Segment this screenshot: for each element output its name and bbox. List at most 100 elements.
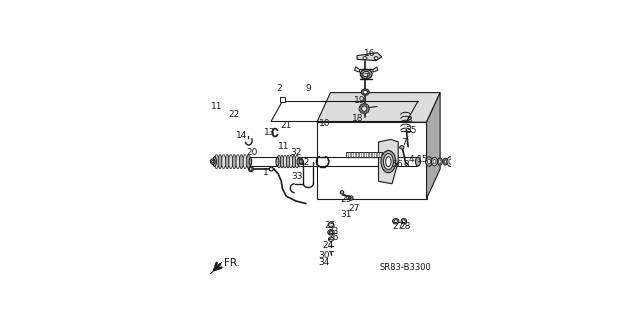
Ellipse shape — [361, 89, 369, 95]
Polygon shape — [427, 92, 440, 198]
Polygon shape — [229, 155, 232, 168]
Text: 35: 35 — [406, 125, 417, 135]
Ellipse shape — [444, 160, 446, 163]
Polygon shape — [232, 155, 236, 168]
Ellipse shape — [437, 158, 442, 165]
Polygon shape — [284, 156, 287, 168]
Ellipse shape — [431, 157, 437, 166]
Polygon shape — [214, 155, 218, 168]
Text: 20: 20 — [246, 148, 258, 157]
Ellipse shape — [276, 157, 279, 166]
Polygon shape — [317, 92, 440, 122]
Text: 25: 25 — [324, 221, 335, 230]
Ellipse shape — [392, 219, 399, 224]
Ellipse shape — [250, 167, 252, 171]
Ellipse shape — [213, 157, 216, 166]
Ellipse shape — [360, 111, 362, 113]
Polygon shape — [278, 156, 280, 168]
Text: 12: 12 — [299, 158, 310, 167]
Text: 10: 10 — [319, 119, 330, 128]
Text: 14: 14 — [236, 131, 247, 140]
Ellipse shape — [428, 159, 431, 164]
Ellipse shape — [328, 230, 334, 235]
Ellipse shape — [381, 150, 396, 173]
Text: 27: 27 — [392, 222, 404, 231]
Ellipse shape — [401, 219, 406, 224]
Text: 27: 27 — [348, 204, 360, 213]
Ellipse shape — [360, 105, 362, 106]
Text: 30: 30 — [319, 251, 330, 260]
Ellipse shape — [211, 159, 215, 164]
Text: 11: 11 — [278, 142, 290, 151]
Text: 32: 32 — [290, 148, 301, 157]
Text: 8: 8 — [406, 116, 412, 125]
Text: 2: 2 — [276, 84, 282, 93]
Text: 22: 22 — [228, 110, 240, 119]
Polygon shape — [296, 156, 298, 168]
Ellipse shape — [433, 159, 436, 164]
Ellipse shape — [212, 160, 214, 163]
Ellipse shape — [394, 220, 397, 223]
Ellipse shape — [328, 237, 333, 241]
Text: 15: 15 — [417, 155, 429, 164]
Text: 29: 29 — [340, 195, 351, 204]
Polygon shape — [292, 156, 296, 168]
Polygon shape — [239, 155, 243, 168]
Polygon shape — [243, 155, 247, 168]
Ellipse shape — [383, 154, 394, 170]
Ellipse shape — [438, 160, 441, 164]
Ellipse shape — [374, 57, 378, 60]
Text: 28: 28 — [399, 222, 411, 231]
Polygon shape — [222, 155, 225, 168]
Polygon shape — [357, 53, 381, 60]
Text: 13: 13 — [264, 128, 275, 137]
Ellipse shape — [362, 106, 367, 111]
Text: 34: 34 — [318, 258, 329, 267]
Ellipse shape — [300, 159, 303, 164]
Ellipse shape — [363, 57, 367, 60]
Ellipse shape — [350, 197, 352, 199]
Polygon shape — [378, 140, 398, 184]
Ellipse shape — [364, 103, 365, 105]
Ellipse shape — [447, 157, 454, 166]
Ellipse shape — [249, 158, 252, 165]
Text: 6: 6 — [397, 160, 403, 169]
Ellipse shape — [368, 108, 369, 109]
Ellipse shape — [364, 112, 365, 114]
Text: 9: 9 — [305, 84, 311, 93]
Ellipse shape — [329, 231, 333, 234]
Text: 24: 24 — [322, 241, 333, 250]
Text: 1: 1 — [263, 168, 269, 177]
Text: 33: 33 — [291, 172, 303, 181]
Polygon shape — [289, 156, 292, 168]
Ellipse shape — [367, 105, 368, 106]
Ellipse shape — [340, 191, 344, 194]
Text: 3: 3 — [403, 160, 409, 169]
Text: 11: 11 — [211, 102, 222, 111]
Polygon shape — [287, 156, 289, 168]
Ellipse shape — [415, 157, 420, 166]
Ellipse shape — [403, 220, 405, 223]
Ellipse shape — [297, 158, 300, 165]
Ellipse shape — [367, 111, 368, 113]
Ellipse shape — [386, 157, 391, 166]
Text: 31: 31 — [340, 210, 352, 219]
Text: 17: 17 — [358, 73, 370, 82]
Polygon shape — [247, 155, 250, 168]
Ellipse shape — [359, 104, 369, 114]
Text: SR83-B3300: SR83-B3300 — [379, 263, 431, 272]
Text: FR.: FR. — [224, 258, 240, 268]
Text: 16: 16 — [364, 49, 375, 58]
Ellipse shape — [349, 196, 353, 200]
Text: 26: 26 — [327, 234, 339, 243]
Polygon shape — [373, 67, 378, 72]
Text: 7: 7 — [401, 138, 407, 147]
Ellipse shape — [363, 90, 367, 94]
Polygon shape — [236, 155, 239, 168]
Bar — [280, 97, 285, 102]
Text: 4: 4 — [409, 155, 415, 164]
Polygon shape — [211, 262, 222, 274]
Text: 21: 21 — [280, 121, 291, 130]
Text: 18: 18 — [352, 115, 364, 124]
Text: 19: 19 — [355, 96, 366, 105]
